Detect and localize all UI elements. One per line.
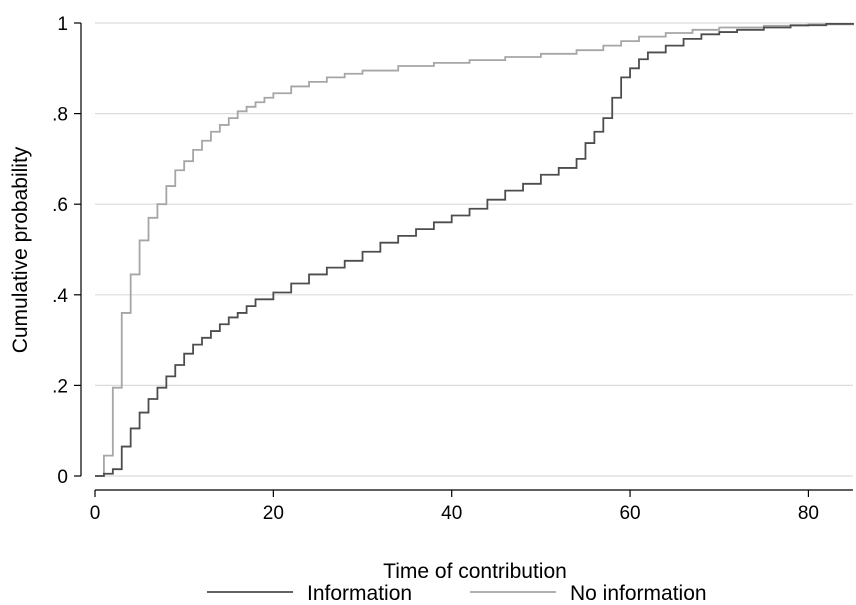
- axes: 0 .2 .4 .6 .8 1 0 20 40 60 80: [52, 14, 853, 524]
- x-axis-title: Time of contribution: [383, 560, 567, 583]
- x-tick-label-1: 20: [263, 503, 284, 524]
- y-tick-label-4: .8: [52, 105, 68, 126]
- y-tick-label-2: .4: [52, 286, 68, 307]
- legend: Information No information: [207, 582, 707, 605]
- y-tick-label-5: 1: [57, 14, 68, 35]
- x-tick-label-3: 60: [619, 503, 640, 524]
- gridlines: [95, 22, 853, 477]
- series-lines: [95, 23, 854, 477]
- legend-label-information: Information: [307, 582, 412, 605]
- x-tick-label-4: 80: [798, 503, 819, 524]
- y-tick-label-3: .6: [52, 195, 68, 216]
- y-tick-label-0: 0: [57, 467, 68, 488]
- y-tick-label-1: .2: [52, 376, 68, 397]
- series-line-no-information: [95, 23, 854, 477]
- y-axis-title: Cumulative probability: [9, 146, 32, 353]
- series-line-information: [95, 23, 854, 477]
- x-tick-label-2: 40: [441, 503, 462, 524]
- legend-label-no-information: No information: [570, 582, 707, 605]
- x-tick-label-0: 0: [90, 503, 101, 524]
